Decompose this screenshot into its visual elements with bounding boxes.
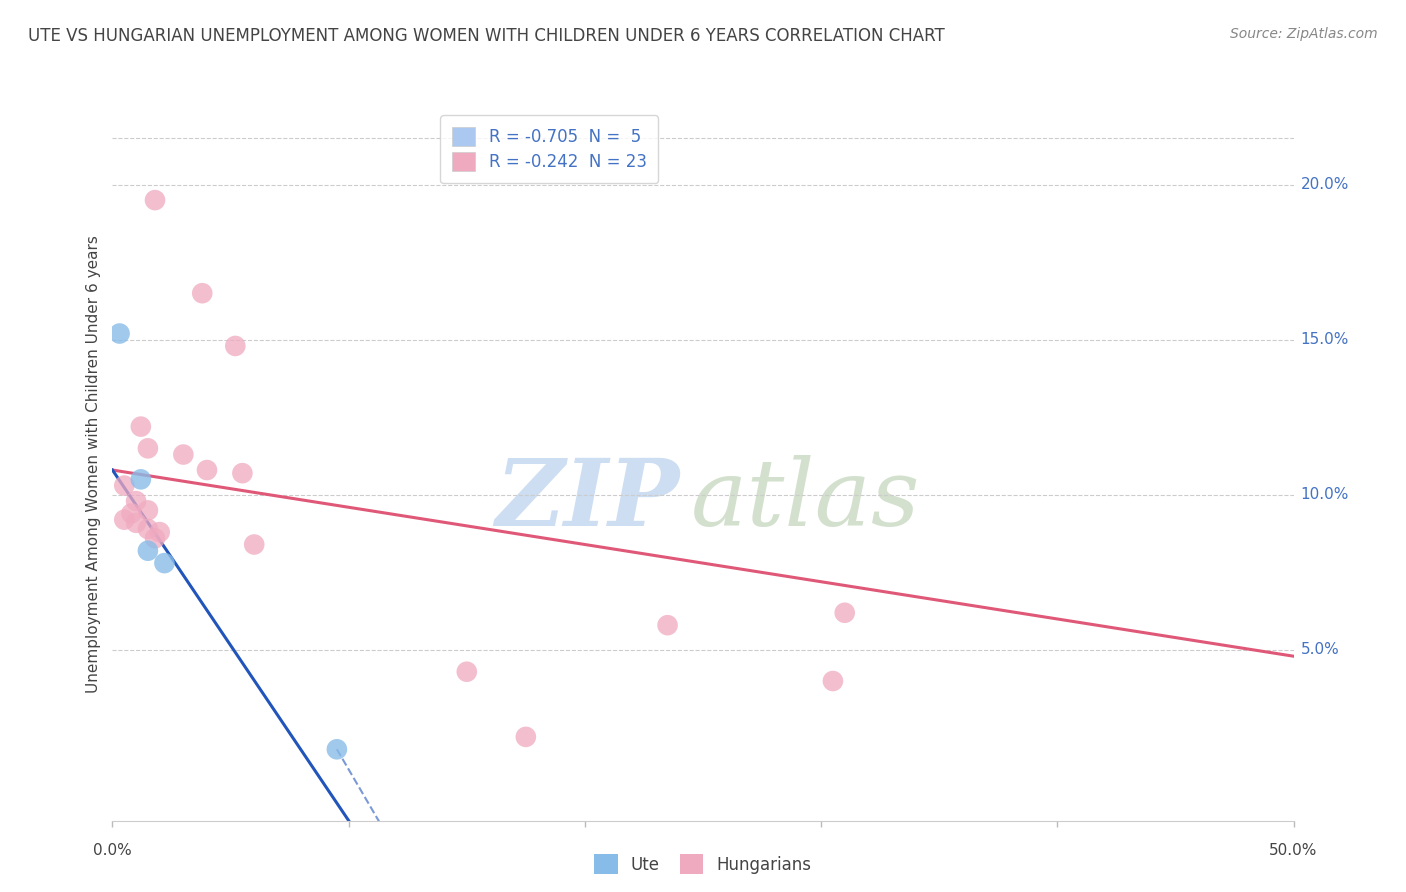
Point <box>136 503 159 517</box>
Point <box>136 543 159 558</box>
Point <box>112 478 135 492</box>
Text: atlas: atlas <box>692 455 921 544</box>
Point <box>172 448 194 462</box>
Point <box>243 537 266 551</box>
Point <box>143 193 166 207</box>
Text: 10.0%: 10.0% <box>1301 487 1348 502</box>
Text: ZIP: ZIP <box>495 455 679 544</box>
Point <box>149 525 172 540</box>
Point <box>657 618 679 632</box>
Point <box>191 286 214 301</box>
Point <box>326 742 349 756</box>
Point <box>143 531 166 545</box>
Y-axis label: Unemployment Among Women with Children Under 6 years: Unemployment Among Women with Children U… <box>86 235 101 693</box>
Point <box>821 673 844 688</box>
Point <box>125 516 148 530</box>
Point <box>136 522 159 536</box>
Point <box>112 513 135 527</box>
Point <box>153 556 176 570</box>
Point <box>515 730 537 744</box>
Point <box>136 442 159 456</box>
Text: UTE VS HUNGARIAN UNEMPLOYMENT AMONG WOMEN WITH CHILDREN UNDER 6 YEARS CORRELATIO: UTE VS HUNGARIAN UNEMPLOYMENT AMONG WOME… <box>28 27 945 45</box>
Text: Source: ZipAtlas.com: Source: ZipAtlas.com <box>1230 27 1378 41</box>
Point <box>195 463 218 477</box>
Legend: Ute, Hungarians: Ute, Hungarians <box>585 845 821 884</box>
Point <box>108 326 131 341</box>
Point <box>125 494 148 508</box>
Text: 20.0%: 20.0% <box>1301 178 1348 192</box>
Text: 0.0%: 0.0% <box>93 843 132 858</box>
Text: 50.0%: 50.0% <box>1270 843 1317 858</box>
Point <box>456 665 478 679</box>
Point <box>231 466 253 480</box>
Point <box>834 606 856 620</box>
Point <box>129 419 152 434</box>
Point <box>224 339 246 353</box>
Point <box>129 472 152 486</box>
Text: 5.0%: 5.0% <box>1301 642 1340 657</box>
Point <box>120 507 142 521</box>
Text: 15.0%: 15.0% <box>1301 332 1348 347</box>
